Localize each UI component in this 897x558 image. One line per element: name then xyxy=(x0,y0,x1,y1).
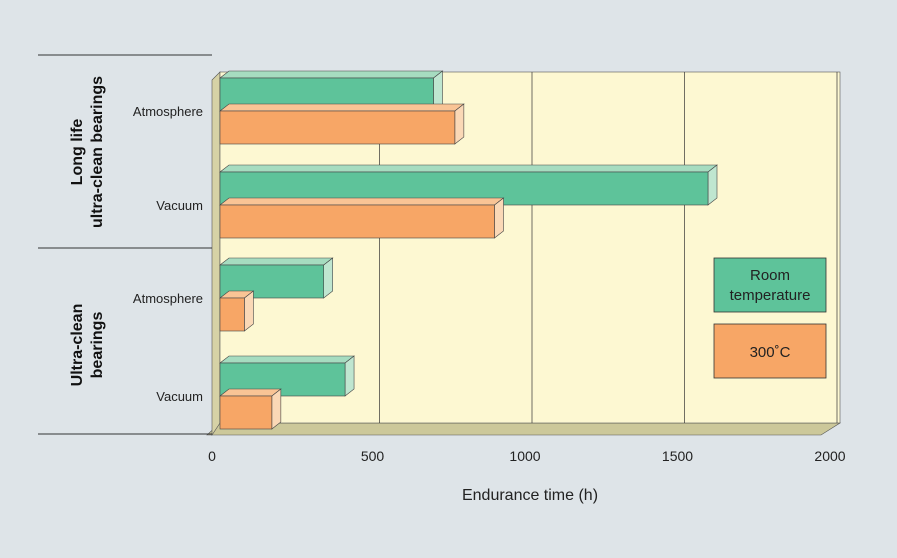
bar-room-temperature-side xyxy=(707,164,718,206)
group-label-line: Ultra-clean xyxy=(69,304,86,387)
legend-300c xyxy=(713,323,827,379)
bar-300c-top xyxy=(219,388,282,397)
bar-room-temperature-top xyxy=(219,355,355,364)
legend-label: Room xyxy=(750,267,790,284)
bar-300c-top xyxy=(219,103,465,112)
x-tick-label: 1000 xyxy=(509,448,540,464)
bar-room-temperature-top xyxy=(219,164,718,173)
bar-300c-side xyxy=(244,290,254,332)
bar-300c-top xyxy=(219,197,505,206)
bar-room-temperature-side xyxy=(323,257,334,299)
bar-300c-side xyxy=(494,197,504,239)
group-label: Long life ultra-clean bearings xyxy=(69,76,106,228)
legend-label: 300˚C xyxy=(750,344,791,361)
group-label: Ultra-clean bearings xyxy=(69,304,106,387)
bar-300c xyxy=(219,395,273,430)
bar-room-temperature-top xyxy=(219,70,444,79)
legend-label: temperature xyxy=(730,287,811,304)
group-label-line: bearings xyxy=(89,312,106,379)
x-tick-label: 0 xyxy=(208,448,216,464)
bar-room-temperature-side xyxy=(344,355,355,397)
bar-300c xyxy=(219,204,495,239)
legend-room-temperature xyxy=(713,257,827,313)
category-label: Vacuum xyxy=(156,198,203,213)
bar-300c xyxy=(219,297,245,332)
group-label-line: Long life xyxy=(69,119,86,186)
plot-left-wall xyxy=(211,71,221,436)
category-label: Atmosphere xyxy=(133,291,203,306)
group-label-line: ultra-clean bearings xyxy=(89,76,106,228)
category-label: Atmosphere xyxy=(133,104,203,119)
bar-300c-side xyxy=(454,103,465,145)
bar-room-temperature-top xyxy=(219,257,334,266)
bar-300c-side xyxy=(271,388,282,430)
bar-300c xyxy=(219,110,456,145)
x-axis-label: Endurance time (h) xyxy=(462,487,598,504)
x-tick-label: 500 xyxy=(361,448,385,464)
category-label: Vacuum xyxy=(156,389,203,404)
x-tick-label: 1500 xyxy=(662,448,693,464)
x-tick-label: 2000 xyxy=(814,448,845,464)
plot-floor xyxy=(206,422,842,436)
